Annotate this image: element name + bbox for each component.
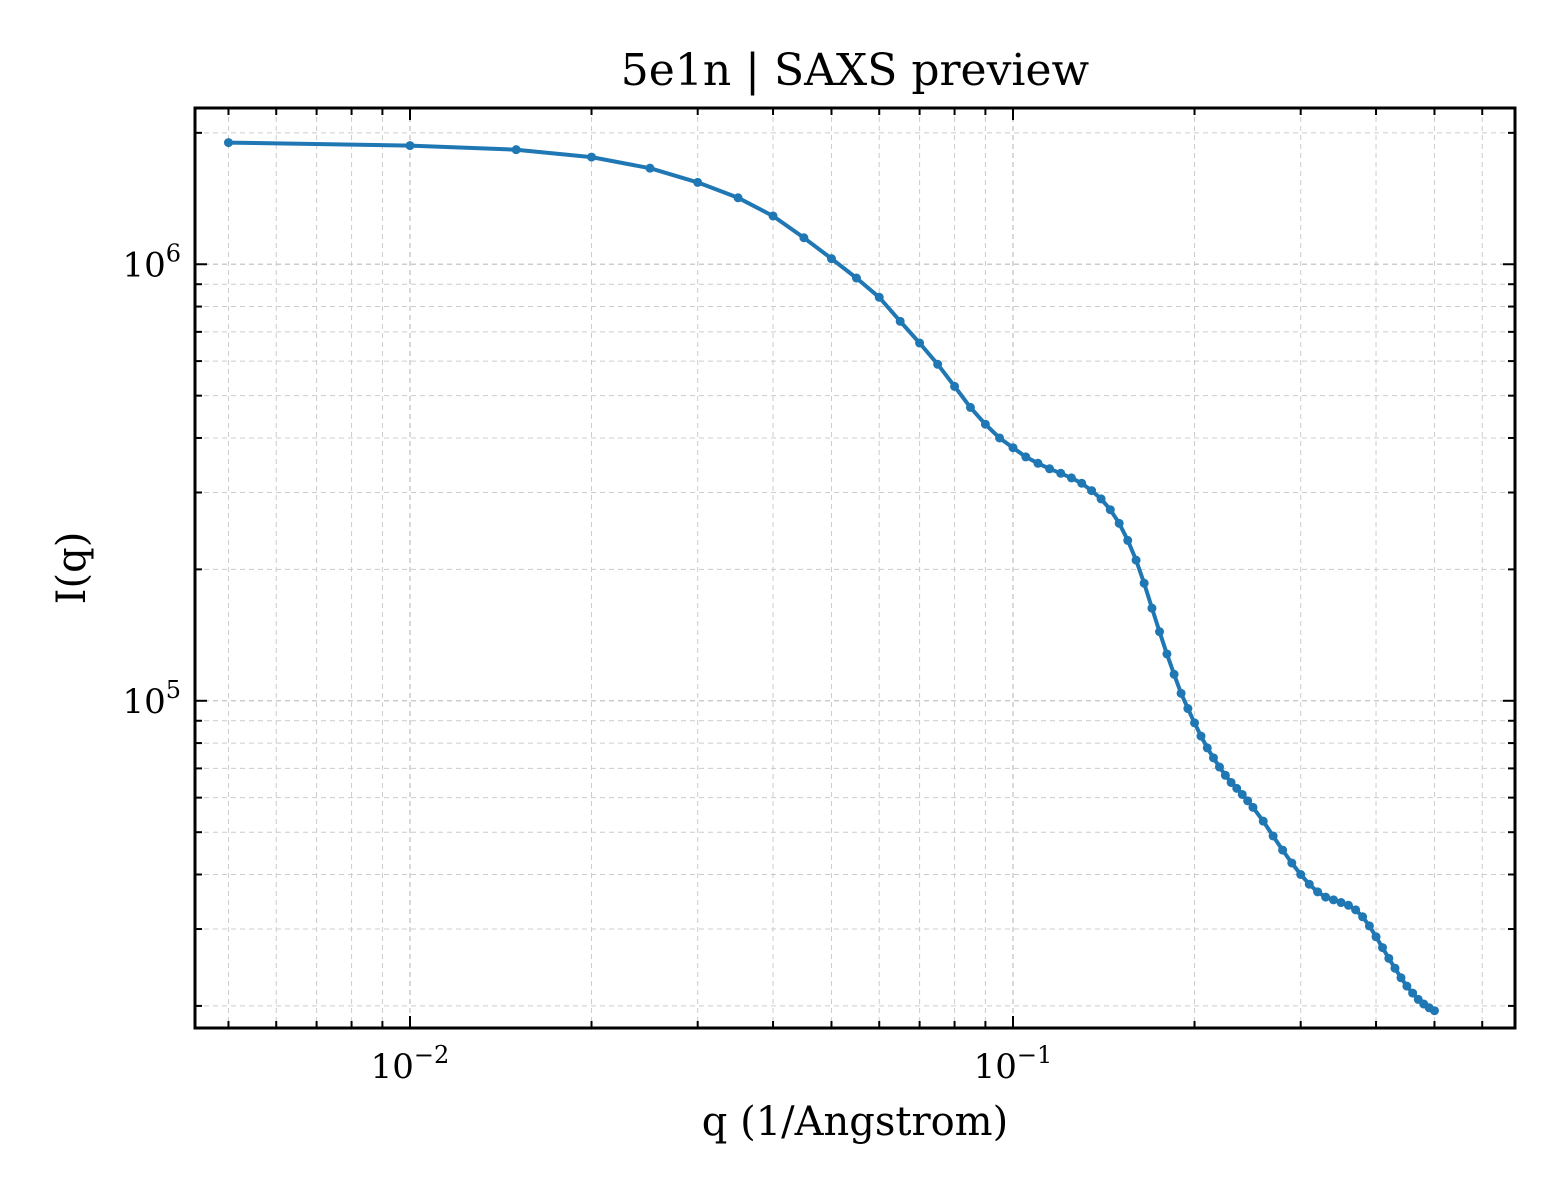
data-point: [1321, 892, 1331, 902]
data-point: [1162, 649, 1172, 659]
data-point: [1056, 468, 1066, 478]
data-point: [980, 419, 990, 429]
data-point: [1237, 789, 1247, 799]
data-point: [1008, 443, 1018, 453]
data-point: [1371, 932, 1381, 942]
data-point: [1243, 796, 1253, 806]
series-layer: [223, 138, 1439, 1016]
data-point: [1408, 988, 1418, 998]
data-point: [1287, 858, 1297, 868]
data-point: [1343, 900, 1353, 910]
data-point: [1278, 845, 1288, 855]
data-point: [1396, 973, 1406, 983]
data-point: [1190, 718, 1200, 728]
data-point: [933, 359, 943, 369]
data-point: [511, 145, 521, 155]
data-point: [1364, 921, 1374, 931]
data-point: [1214, 762, 1224, 772]
data-point: [995, 433, 1005, 443]
data-point: [799, 233, 809, 243]
x-tick-label: 10−1: [974, 1041, 1053, 1087]
data-point: [851, 273, 861, 283]
data-point: [1114, 518, 1124, 528]
data-point: [223, 138, 233, 148]
data-point: [1066, 473, 1076, 483]
data-point: [1358, 912, 1368, 922]
plot-frame: [193, 106, 1517, 1030]
chart-title: 5e1n | SAXS preview: [621, 45, 1090, 96]
data-point: [1248, 802, 1258, 812]
y-axis-label: I(q): [49, 532, 95, 605]
y-tick-label: 105: [122, 676, 181, 722]
data-point: [733, 193, 743, 203]
data-point: [1232, 783, 1242, 793]
data-point: [1155, 627, 1165, 637]
data-point: [1033, 458, 1043, 468]
grid-lines: [195, 108, 1515, 1028]
data-point: [645, 163, 655, 173]
data-point: [405, 141, 415, 151]
data-point: [1123, 535, 1133, 545]
data-point: [1208, 753, 1218, 763]
data-point: [1087, 486, 1097, 496]
data-point: [768, 211, 778, 221]
data-point: [1429, 1006, 1439, 1016]
data-point: [1021, 452, 1031, 462]
data-point: [1077, 478, 1087, 488]
data-point: [1268, 831, 1278, 841]
data-point: [1402, 981, 1412, 991]
data-point: [1139, 578, 1149, 588]
data-point: [1196, 731, 1206, 741]
data-point: [1304, 879, 1314, 889]
data-point: [1176, 688, 1186, 698]
data-point: [965, 402, 975, 412]
data-point: [1183, 704, 1193, 714]
data-point: [693, 177, 703, 187]
data-point: [1313, 887, 1323, 897]
data-point: [950, 381, 960, 391]
data-point: [915, 338, 925, 348]
data-point: [1220, 770, 1230, 780]
data-point: [1384, 953, 1394, 963]
data-point: [1226, 777, 1236, 787]
data-point: [1328, 895, 1338, 905]
data-point: [895, 316, 905, 326]
data-point: [1147, 603, 1157, 613]
data-point: [1390, 963, 1400, 973]
data-point: [1378, 943, 1388, 953]
data-point: [1169, 669, 1179, 679]
data-point: [1045, 464, 1055, 474]
data-point: [1131, 555, 1141, 565]
data-point: [1258, 816, 1268, 826]
data-point: [1336, 898, 1346, 908]
data-point: [874, 292, 884, 302]
data-point: [1202, 743, 1212, 753]
data-point: [1105, 505, 1115, 515]
data-point: [1296, 869, 1306, 879]
data-point: [1096, 494, 1106, 504]
data-point: [826, 254, 836, 264]
data-point: [1351, 905, 1361, 915]
axis-ticks: 10−2 10−1 105 106: [122, 108, 1515, 1087]
x-tick-label: 10−2: [371, 1041, 450, 1087]
x-axis-label: q (1/Angstrom): [702, 1099, 1008, 1145]
data-point: [587, 152, 597, 162]
y-tick-label: 106: [122, 239, 181, 285]
